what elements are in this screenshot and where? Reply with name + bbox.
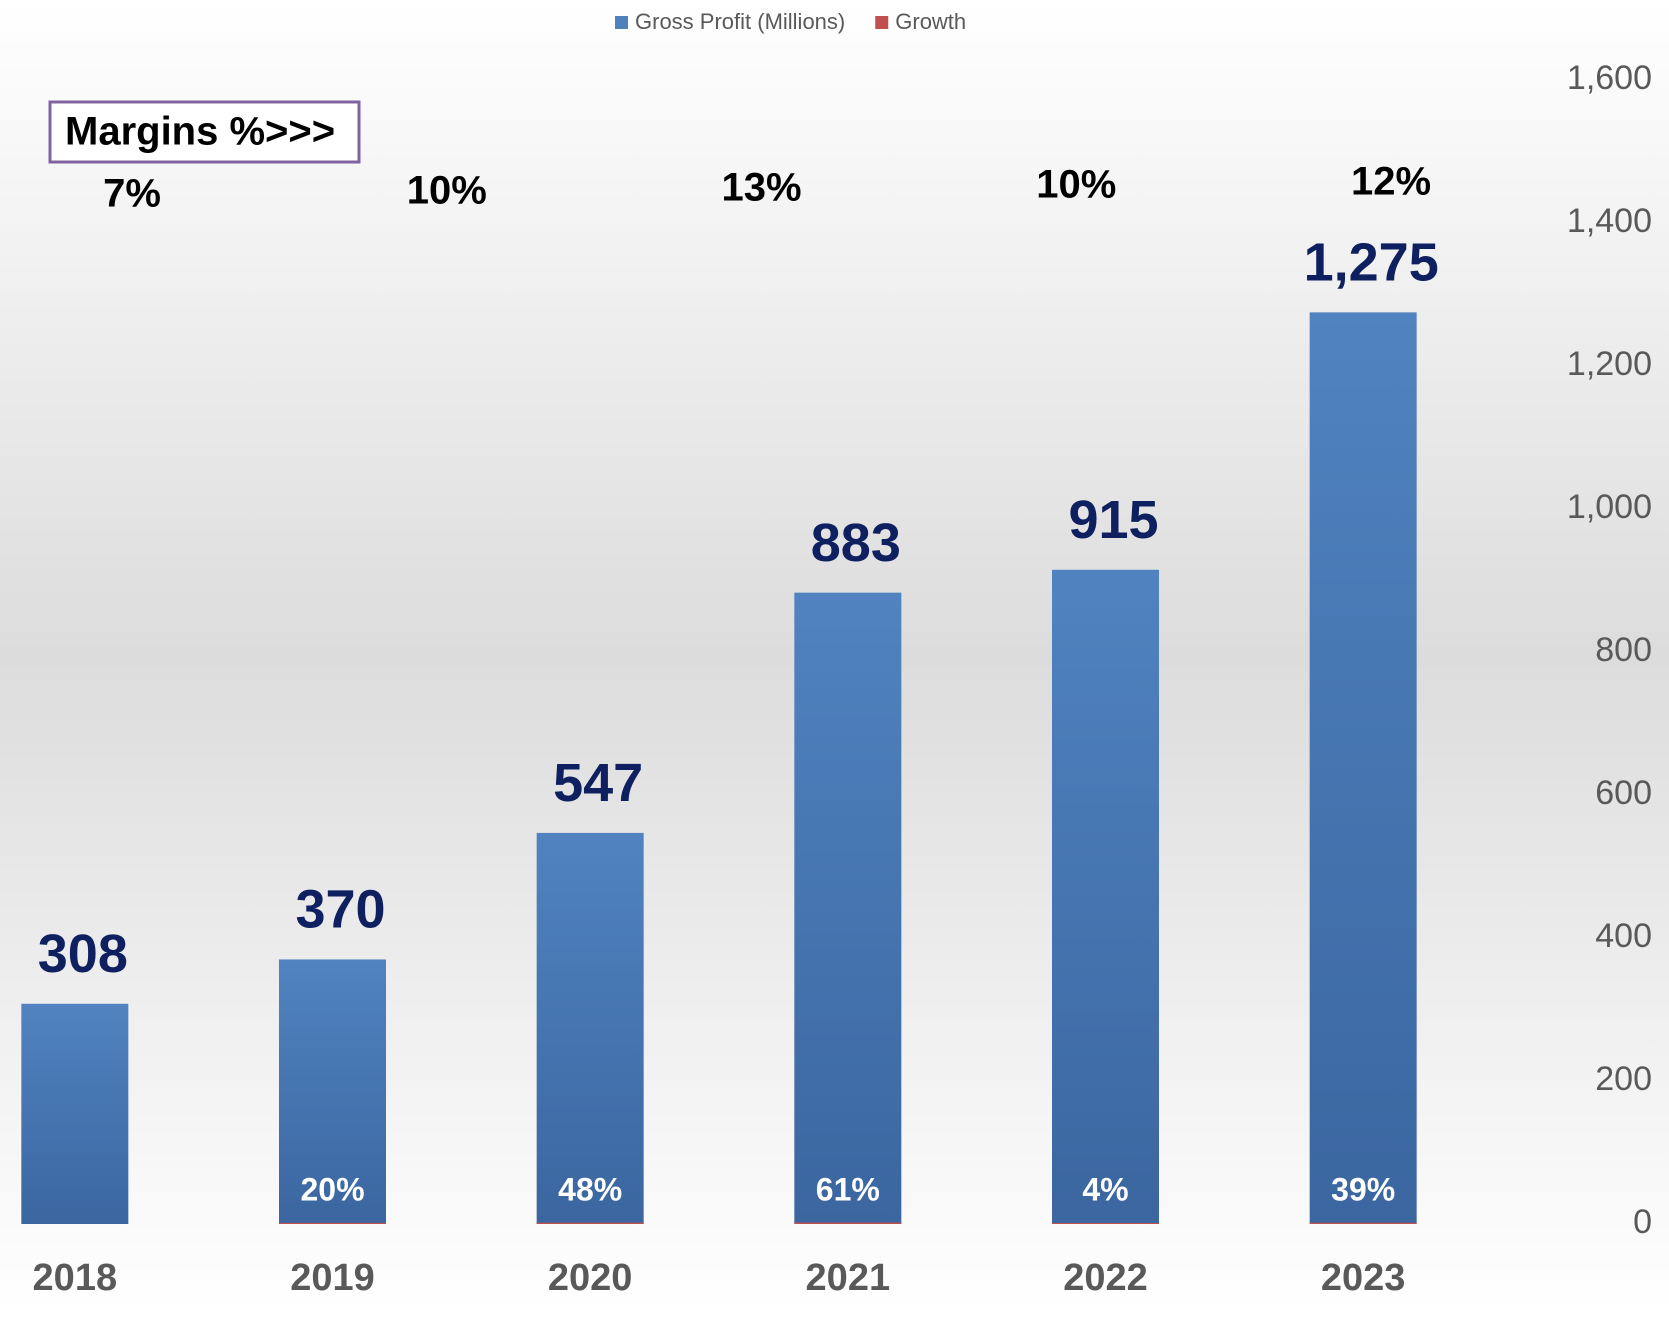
legend-swatch — [875, 16, 889, 29]
y-tick-label: 1,400 — [1567, 202, 1652, 240]
y-tick-label: 1,600 — [1567, 59, 1652, 97]
x-tick-label: 2019 — [290, 1257, 375, 1299]
margin-label: 10% — [1036, 163, 1116, 207]
value-label: 547 — [553, 753, 643, 813]
value-label: 915 — [1068, 490, 1158, 550]
growth-label: 61% — [816, 1171, 880, 1207]
growth-bar — [536, 1222, 644, 1224]
y-tick-label: 200 — [1595, 1060, 1652, 1098]
y-tick-label: 800 — [1595, 631, 1652, 669]
legend-swatch — [615, 16, 628, 29]
growth-label: 20% — [300, 1171, 364, 1207]
x-tick-label: 2018 — [33, 1257, 118, 1299]
annotation-box — [48, 100, 361, 164]
bar — [536, 832, 644, 1224]
legend-label: Growth — [895, 9, 966, 34]
growth-label: 4% — [1082, 1171, 1128, 1207]
x-tick-label: 2021 — [806, 1257, 891, 1299]
margin-label: 12% — [1351, 160, 1431, 204]
y-tick-label: 400 — [1595, 917, 1652, 955]
bar — [794, 592, 902, 1224]
y-tick-label: 1,200 — [1567, 345, 1652, 383]
x-tick-label: 2023 — [1321, 1257, 1406, 1299]
value-label: 883 — [811, 513, 901, 573]
growth-label: 48% — [558, 1171, 622, 1207]
legend-label: Gross Profit (Millions) — [635, 9, 845, 34]
growth-bar — [1309, 1222, 1417, 1224]
y-tick-label: 1,000 — [1567, 488, 1652, 526]
value-label: 308 — [38, 924, 128, 984]
margin-label: 10% — [407, 169, 487, 213]
bar — [1052, 569, 1159, 1224]
bar — [21, 1003, 129, 1224]
growth-bar — [794, 1222, 902, 1224]
value-label: 1,275 — [1304, 233, 1439, 293]
growth-bar — [279, 1222, 386, 1224]
growth-bar — [1052, 1222, 1159, 1224]
bar — [279, 959, 386, 1224]
y-tick-label: 0 — [1633, 1203, 1652, 1241]
value-label: 370 — [295, 880, 385, 940]
margin-label: 13% — [721, 166, 801, 210]
growth-label: 39% — [1331, 1171, 1395, 1207]
margin-label: 7% — [103, 172, 161, 216]
x-tick-label: 2022 — [1063, 1257, 1148, 1299]
annotation-label: Margins %>>> — [65, 110, 335, 154]
x-tick-label: 2020 — [548, 1257, 633, 1299]
y-tick-label: 600 — [1595, 774, 1652, 812]
bar — [1309, 312, 1417, 1224]
